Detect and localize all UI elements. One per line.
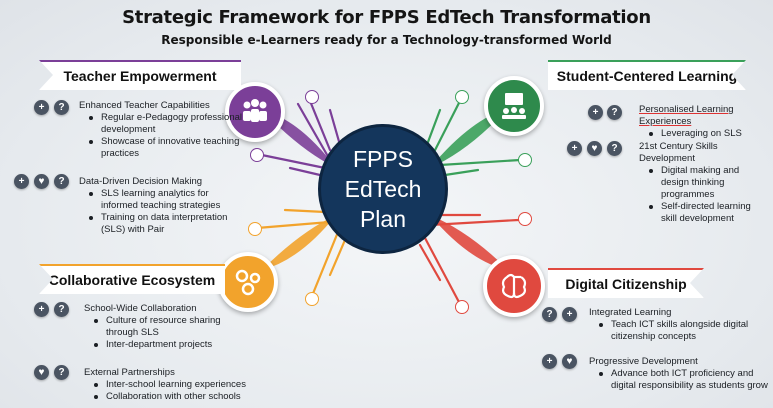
book-icon bbox=[455, 90, 469, 104]
add-icon[interactable]: + bbox=[567, 141, 582, 156]
globe-icon bbox=[455, 300, 469, 314]
help-icon[interactable]: ? bbox=[607, 105, 622, 120]
section-heading: School-Wide Collaboration bbox=[84, 303, 197, 314]
student-section-1: Personalised Learning Experiences Levera… bbox=[639, 104, 769, 140]
collab-section-1: School-Wide Collaboration Culture of res… bbox=[84, 303, 244, 351]
tablet-icon bbox=[518, 212, 532, 226]
section-heading: Personalised Learning Experiences bbox=[639, 104, 734, 127]
add-icon[interactable]: + bbox=[562, 307, 577, 322]
chart-icon bbox=[305, 292, 319, 306]
help-icon[interactable]: ? bbox=[54, 174, 69, 189]
list-item: Self-directed learning skill development bbox=[639, 201, 767, 225]
teacher-section-2: Data-Driven Decision Making SLS learning… bbox=[79, 176, 239, 236]
brain-icon bbox=[483, 255, 545, 317]
list-item: Regular e-Pedagogy professional developm… bbox=[79, 112, 269, 136]
orange-petal bbox=[262, 215, 336, 270]
list-item: Leveraging on SLS bbox=[639, 128, 769, 140]
screen-icon bbox=[518, 153, 532, 167]
help-icon[interactable]: ? bbox=[542, 307, 557, 322]
list-item: SLS learning analytics for informed teac… bbox=[79, 188, 239, 212]
video-icon bbox=[250, 148, 264, 162]
heart-icon[interactable]: ♥ bbox=[34, 174, 49, 189]
center-line-1: FPPS bbox=[352, 146, 414, 172]
help-icon[interactable]: ? bbox=[54, 100, 69, 115]
section-heading: Integrated Learning bbox=[589, 307, 672, 318]
teacher-empowerment-banner: Teacher Empowerment bbox=[39, 60, 241, 90]
page-subtitle: Responsible e-Learners ready for a Techn… bbox=[161, 33, 612, 47]
center-plan-circle: FPPS EdTech Plan bbox=[318, 124, 448, 254]
digital-section-1: Integrated Learning Teach ICT skills alo… bbox=[589, 307, 769, 343]
people-icon bbox=[225, 82, 285, 142]
students-icon bbox=[484, 76, 544, 136]
laptop-icon bbox=[248, 222, 262, 236]
section-heading: Data-Driven Decision Making bbox=[79, 176, 203, 187]
add-icon[interactable]: + bbox=[34, 302, 49, 317]
digital-citizenship-banner: Digital Citizenship bbox=[548, 268, 704, 298]
center-line-3: Plan bbox=[359, 206, 407, 232]
center-line-2: EdTech bbox=[344, 176, 422, 202]
add-icon[interactable]: + bbox=[588, 105, 603, 120]
add-icon[interactable]: + bbox=[34, 100, 49, 115]
add-icon[interactable]: + bbox=[14, 174, 29, 189]
digital-section-2: Progressive Development Advance both ICT… bbox=[589, 356, 769, 392]
heart-icon[interactable]: ♥ bbox=[587, 141, 602, 156]
list-item: Advance both ICT proficiency and digital… bbox=[589, 368, 769, 392]
section-heading: Progressive Development bbox=[589, 356, 698, 367]
list-item: Collaboration with other schools bbox=[84, 391, 284, 403]
list-item: Teach ICT skills alongside digital citiz… bbox=[589, 319, 769, 343]
section-heading: Enhanced Teacher Capabilities bbox=[79, 100, 210, 111]
page-title: Strategic Framework for FPPS EdTech Tran… bbox=[122, 7, 651, 28]
list-item: Training on data interpretation (SLS) wi… bbox=[79, 212, 239, 236]
student-centered-banner: Student-Centered Learning bbox=[548, 60, 746, 90]
section-heading: 21st Century Skills Development bbox=[639, 141, 718, 164]
help-icon[interactable]: ? bbox=[54, 365, 69, 380]
list-item: Digital making and design thinking progr… bbox=[639, 165, 767, 201]
list-item: Inter-school learning experiences bbox=[84, 379, 284, 391]
collab-section-2: External Partnerships Inter-school learn… bbox=[84, 367, 284, 403]
list-item: Inter-department projects bbox=[84, 339, 244, 351]
teacher-section-1: Enhanced Teacher Capabilities Regular e-… bbox=[79, 100, 269, 160]
collaborative-ecosystem-banner: Collaborative Ecosystem bbox=[39, 264, 225, 294]
heart-icon[interactable]: ♥ bbox=[34, 365, 49, 380]
red-petal bbox=[430, 215, 508, 270]
student-section-2: 21st Century Skills Development Digital … bbox=[639, 141, 767, 225]
list-item: Culture of resource sharing through SLS bbox=[84, 315, 244, 339]
list-item: Showcase of innovative teaching practice… bbox=[79, 136, 269, 160]
chat-icon bbox=[305, 90, 319, 104]
heart-icon[interactable]: ♥ bbox=[562, 354, 577, 369]
help-icon[interactable]: ? bbox=[607, 141, 622, 156]
section-heading: External Partnerships bbox=[84, 367, 175, 378]
help-icon[interactable]: ? bbox=[54, 302, 69, 317]
add-icon[interactable]: + bbox=[542, 354, 557, 369]
